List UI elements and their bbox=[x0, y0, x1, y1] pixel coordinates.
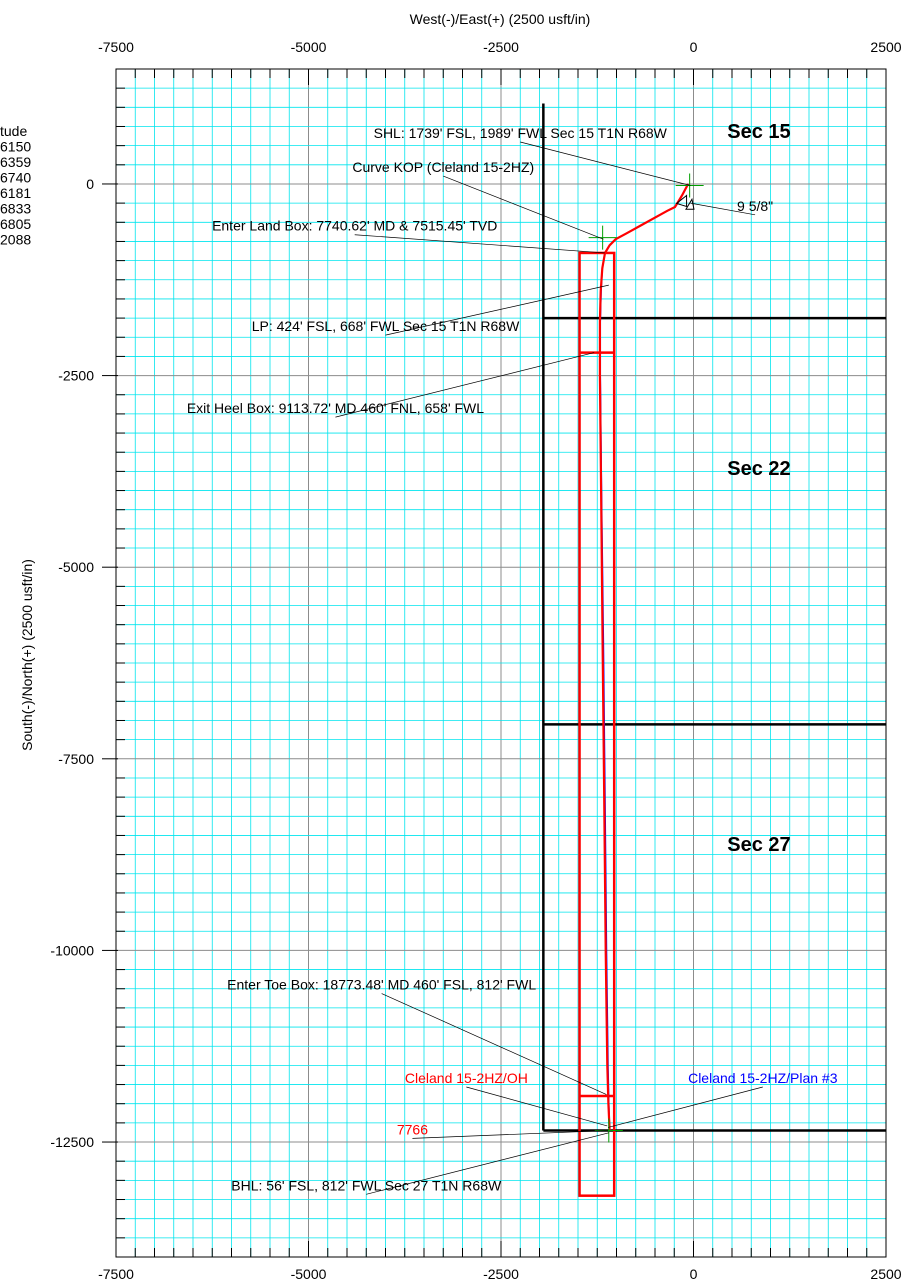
legend-fragment-text: 6181 bbox=[0, 185, 31, 201]
leader-line bbox=[366, 1132, 609, 1195]
axis-ticks bbox=[102, 68, 887, 1258]
casing-symbol bbox=[685, 197, 695, 210]
annotation-label: Cleland 15-2HZ/Plan #3 bbox=[688, 1070, 838, 1086]
annotation-label: BHL: 56' FSL, 812' FWL Sec 27 T1N R68W bbox=[231, 1177, 502, 1193]
legend-fragment-text: 2088 bbox=[0, 232, 31, 248]
annotation-label: Curve KOP (Cleland 15-2HZ) bbox=[352, 159, 534, 175]
leader-line bbox=[381, 993, 607, 1095]
annotation-label: LP: 424' FSL, 668' FWL Sec 15 T1N R68W bbox=[252, 318, 520, 334]
leader-line bbox=[354, 234, 605, 254]
actual-path bbox=[598, 183, 690, 1131]
section-lines: Sec 15 Sec 22 Sec 27 bbox=[542, 103, 886, 1132]
x-tick-label-bottom: 0 bbox=[690, 1266, 698, 1282]
leader-line bbox=[443, 175, 604, 240]
legend-fragment-text: 6150 bbox=[0, 139, 31, 155]
y-tick-label: -2500 bbox=[58, 368, 94, 384]
x-tick-label-top: -2500 bbox=[483, 39, 519, 55]
x-tick-label-bottom: -2500 bbox=[483, 1266, 519, 1282]
annotation-label: Enter Land Box: 7740.62' MD & 7515.45' T… bbox=[212, 218, 497, 234]
annotation-label: Cleland 15-2HZ/OH bbox=[405, 1070, 528, 1086]
leader-line bbox=[385, 284, 609, 336]
section-label: Sec 15 bbox=[727, 121, 790, 143]
annotation-label: 9 5/8" bbox=[737, 198, 773, 214]
section-label: Sec 27 bbox=[727, 834, 790, 856]
x-tick-label-top: 2500 bbox=[870, 39, 901, 55]
legend-fragment-text: tude bbox=[0, 123, 27, 139]
legend-fragment-text: 6833 bbox=[0, 201, 31, 217]
tick-labels: -7500 -7500 -5000 -5000 -2500 -2500 0 0 2500 2500… bbox=[50, 39, 901, 1282]
x-tick-label-top: -5000 bbox=[291, 39, 327, 55]
y-tick-label: -5000 bbox=[58, 559, 94, 575]
annotation-label: 7766 bbox=[397, 1121, 428, 1137]
annotation-label: SHL: 1739' FSL, 1989' FWL Sec 15 T1N R68… bbox=[374, 125, 668, 141]
legend-fragment-text: 6740 bbox=[0, 170, 31, 186]
x-tick-label-bottom: 2500 bbox=[870, 1266, 901, 1282]
lease-box bbox=[578, 251, 616, 1197]
annotation-label: Enter Toe Box: 18773.48' MD 460' FSL, 81… bbox=[227, 977, 536, 993]
leader-line bbox=[520, 141, 691, 186]
grid bbox=[115, 68, 887, 1258]
y-tick-label: -12500 bbox=[50, 1134, 94, 1150]
annotation-label: Exit Heel Box: 9113.72' MD 460' FNL, 658… bbox=[187, 400, 484, 416]
section-label: Sec 22 bbox=[727, 458, 790, 480]
y-tick-label: -10000 bbox=[50, 942, 94, 958]
legend-fragment-text: 6805 bbox=[0, 216, 31, 232]
leader-line bbox=[466, 1086, 608, 1127]
leader-line bbox=[412, 1130, 609, 1139]
leader-line bbox=[690, 202, 756, 216]
x-tick-label-bottom: -7500 bbox=[98, 1266, 134, 1282]
leader-line bbox=[607, 1086, 763, 1128]
legend-fragment-text: 6359 bbox=[0, 154, 31, 170]
x-tick-label-bottom: -5000 bbox=[291, 1266, 327, 1282]
y-tick-label: 0 bbox=[86, 176, 94, 192]
x-tick-label-top: -7500 bbox=[98, 39, 134, 55]
x-tick-label-top: 0 bbox=[690, 39, 698, 55]
y-axis-label: South(-)/North(+) (2500 usft/in) bbox=[19, 559, 35, 751]
y-tick-label: -7500 bbox=[58, 751, 94, 767]
x-axis-label: West(-)/East(+) (2500 usft/in) bbox=[410, 11, 591, 27]
casing-symbol bbox=[675, 194, 688, 208]
annotations: SHL: 1739' FSL, 1989' FWL Sec 15 T1N R68… bbox=[187, 125, 838, 1195]
leader-line bbox=[335, 352, 595, 418]
